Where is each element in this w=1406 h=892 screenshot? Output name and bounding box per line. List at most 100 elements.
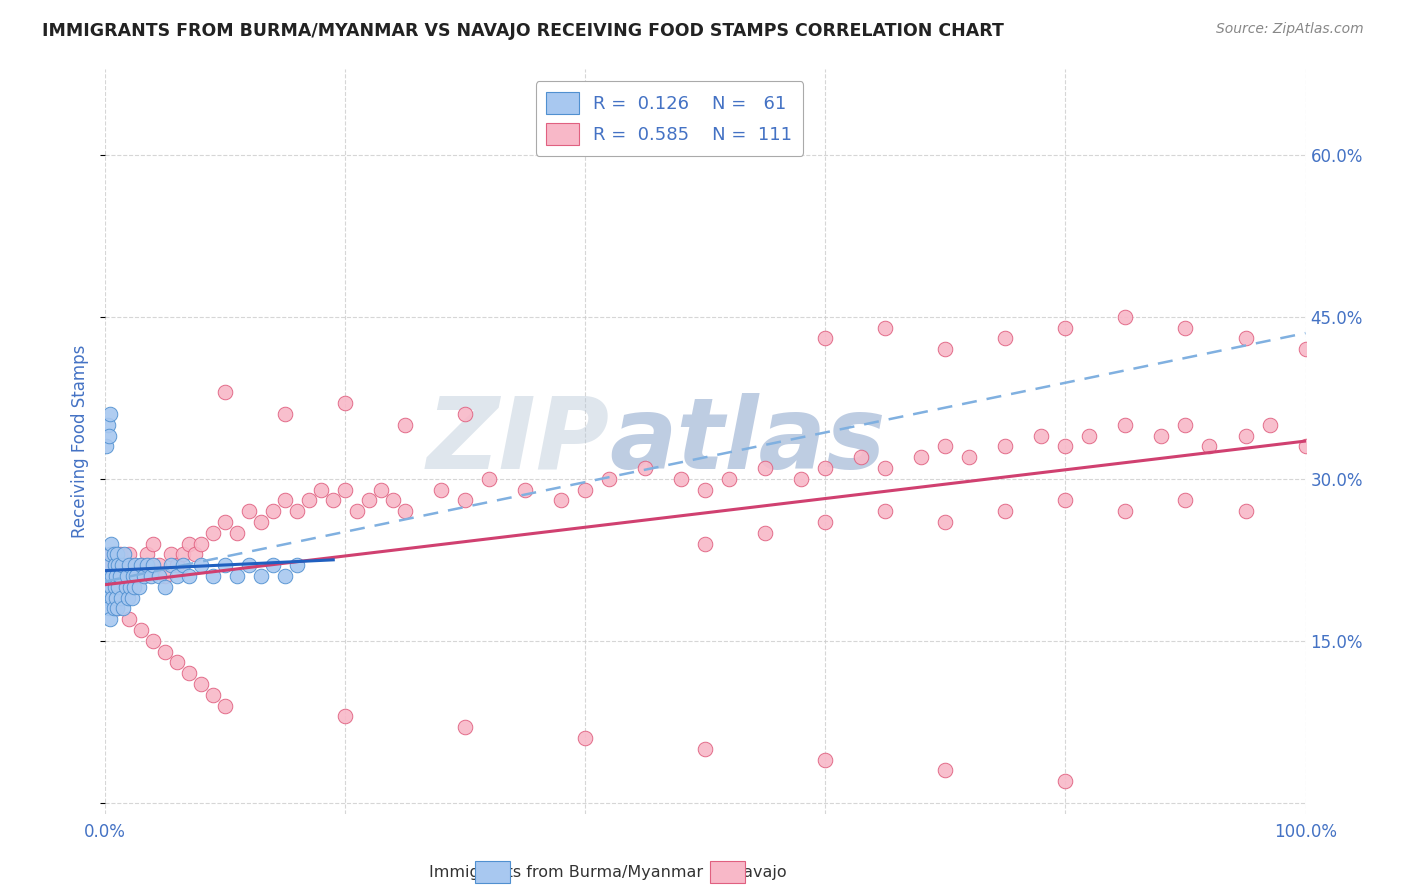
Point (172, 548, 194, 562)
Point (1198, 440, 1220, 454)
Point (128, 580, 150, 594)
Point (124, 569, 146, 583)
Point (108, 548, 131, 562)
Point (346, 504, 368, 518)
Point (478, 472, 501, 486)
Point (100, 536, 122, 550)
Point (1150, 428, 1173, 442)
Point (574, 483, 596, 497)
Point (142, 633, 165, 648)
Point (97, 558, 120, 573)
Point (179, 666, 201, 681)
Point (104, 580, 127, 594)
Point (214, 558, 236, 573)
Point (179, 569, 201, 583)
Point (934, 764, 956, 778)
Point (132, 569, 155, 583)
Point (250, 569, 273, 583)
Point (98, 580, 121, 594)
Point (1114, 310, 1136, 324)
Point (108, 569, 131, 583)
Point (1234, 504, 1257, 518)
Point (121, 569, 143, 583)
Point (115, 580, 138, 594)
Point (155, 645, 177, 659)
Point (160, 548, 183, 562)
Point (454, 720, 477, 734)
Point (359, 493, 381, 508)
Point (454, 493, 477, 508)
Text: Immigrants from Burma/Myanmar: Immigrants from Burma/Myanmar (429, 865, 703, 880)
Point (671, 472, 693, 486)
Point (118, 558, 141, 573)
Point (97, 558, 120, 573)
Point (190, 558, 212, 573)
Point (226, 569, 249, 583)
Point (202, 525, 225, 540)
Point (103, 569, 125, 583)
Point (1174, 493, 1197, 508)
Point (1295, 343, 1317, 357)
Point (105, 580, 128, 594)
Point (125, 569, 148, 583)
Point (121, 591, 143, 605)
Point (1078, 428, 1101, 442)
Point (112, 601, 135, 615)
Point (394, 417, 416, 432)
Point (111, 558, 134, 573)
Point (226, 525, 249, 540)
Point (98, 548, 121, 562)
Point (1031, 428, 1053, 442)
Point (875, 320, 897, 334)
Point (934, 515, 956, 529)
Point (103, 548, 125, 562)
Point (190, 536, 212, 550)
Point (454, 407, 477, 421)
Point (105, 548, 128, 562)
Point (1234, 428, 1257, 442)
Point (285, 504, 308, 518)
Point (112, 548, 135, 562)
Text: atlas: atlas (609, 392, 886, 490)
Point (1054, 493, 1077, 508)
Point (100, 548, 122, 562)
Point (166, 656, 188, 670)
Point (994, 331, 1017, 345)
Point (104, 558, 127, 573)
Point (598, 472, 620, 486)
Point (98, 407, 121, 421)
Point (202, 688, 225, 702)
Text: IMMIGRANTS FROM BURMA/MYANMAR VS NAVAJO RECEIVING FOOD STAMPS CORRELATION CHART: IMMIGRANTS FROM BURMA/MYANMAR VS NAVAJO … (42, 22, 1004, 40)
Point (262, 504, 284, 518)
Point (1295, 440, 1317, 454)
Point (754, 525, 776, 540)
Point (124, 558, 146, 573)
Text: Source: ZipAtlas.com: Source: ZipAtlas.com (1216, 22, 1364, 37)
Point (155, 580, 177, 594)
Point (118, 612, 141, 626)
Point (148, 569, 170, 583)
Point (160, 558, 183, 573)
Point (262, 558, 284, 573)
Point (875, 461, 897, 475)
Point (148, 558, 170, 573)
Point (129, 623, 152, 637)
Point (1234, 331, 1257, 345)
Point (718, 472, 741, 486)
Point (166, 569, 188, 583)
Point (202, 569, 225, 583)
Point (814, 753, 837, 767)
Point (274, 569, 297, 583)
Point (122, 580, 145, 594)
Point (790, 472, 813, 486)
Point (97, 417, 120, 432)
Point (910, 450, 932, 465)
Point (179, 536, 201, 550)
Point (250, 515, 273, 529)
Point (634, 461, 657, 475)
Point (184, 548, 207, 562)
Point (934, 440, 956, 454)
Point (105, 601, 128, 615)
Point (994, 504, 1017, 518)
Point (309, 483, 332, 497)
